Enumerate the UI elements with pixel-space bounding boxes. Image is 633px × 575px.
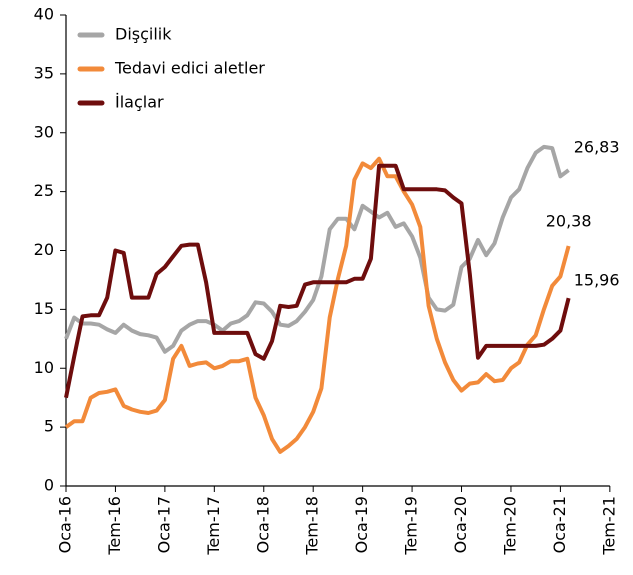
series-line: [64, 144, 570, 354]
y-tick-label: 35: [34, 63, 54, 82]
y-tick-label: 40: [34, 5, 54, 24]
series-line: [64, 163, 571, 399]
x-tick-label: Oca-16: [56, 496, 75, 553]
data-label: 26,83: [574, 138, 620, 157]
x-tick-label: Oca-19: [352, 496, 371, 553]
x-tick-label: Oca-20: [451, 496, 470, 553]
x-tick-label: Tem-20: [500, 496, 519, 556]
x-tick-label: Tem-17: [204, 496, 223, 556]
x-tick-label: Oca-17: [154, 496, 173, 553]
series-line: [64, 156, 571, 454]
x-tick-label: Tem-21: [599, 496, 618, 556]
y-tick-label: 25: [34, 181, 54, 200]
x-tick-label: Oca-18: [253, 496, 272, 553]
y-tick-label: 30: [34, 122, 54, 141]
data-label: 15,96: [574, 271, 620, 290]
data-label: 20,38: [546, 212, 592, 231]
legend-label: Tedavi edici aletler: [114, 59, 265, 78]
x-tick-label: Tem-19: [402, 496, 421, 556]
y-tick-label: 10: [34, 358, 54, 377]
x-tick-label: Tem-18: [303, 496, 322, 556]
legend-label: İlaçlar: [115, 93, 164, 112]
y-tick-label: 15: [34, 299, 54, 318]
x-tick-label: Tem-16: [105, 496, 124, 556]
y-tick-label: 5: [44, 417, 54, 436]
y-tick-label: 0: [44, 476, 54, 495]
legend-label: Dişçilik: [115, 25, 172, 44]
y-tick-label: 20: [34, 240, 54, 259]
x-tick-label: Oca-21: [550, 496, 569, 553]
